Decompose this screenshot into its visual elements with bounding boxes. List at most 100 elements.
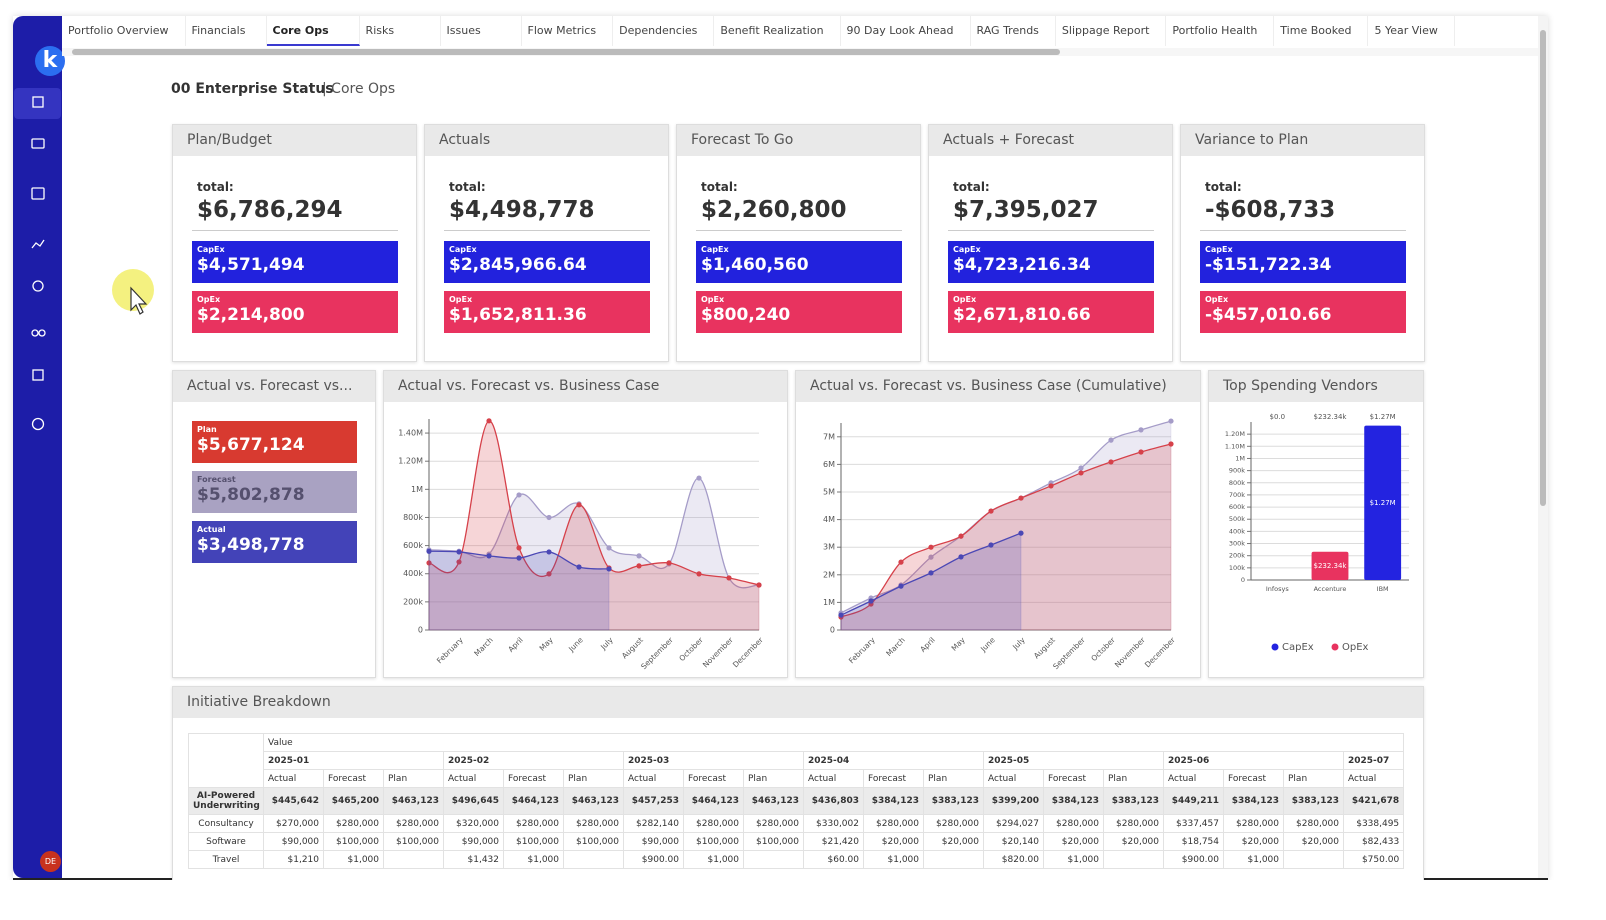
cell: $280,000 xyxy=(1044,815,1104,833)
cell: $383,123 xyxy=(1284,788,1344,815)
y-tick-label: 700k xyxy=(1229,491,1245,499)
summary-box: Plan$5,677,124 xyxy=(192,421,357,463)
measure-header: Forecast xyxy=(1044,770,1104,788)
cell xyxy=(564,851,624,869)
cell: $436,803 xyxy=(804,788,864,815)
cell: $1,000 xyxy=(864,851,924,869)
measure-header: Actual xyxy=(264,770,324,788)
tab[interactable]: Risks xyxy=(360,16,441,46)
point xyxy=(1078,465,1083,470)
summary-value: $3,498,778 xyxy=(197,535,357,555)
measure-header: Forecast xyxy=(324,770,384,788)
tab[interactable]: Flow Metrics xyxy=(522,16,614,46)
tab[interactable]: Core Ops xyxy=(267,16,360,46)
nav-icon[interactable] xyxy=(33,370,43,380)
point xyxy=(576,502,581,507)
x-tick-label: March xyxy=(884,635,907,658)
capex-box: CapEx$1,460,560 xyxy=(696,241,902,283)
cell: $1,000 xyxy=(1044,851,1104,869)
scroll-thumb[interactable] xyxy=(72,49,1060,55)
tab[interactable]: Financials xyxy=(186,16,267,46)
cell: $464,123 xyxy=(504,788,564,815)
cell: $338,495 xyxy=(1344,815,1404,833)
cell: $820.00 xyxy=(984,851,1044,869)
x-tick-label: September xyxy=(1051,635,1087,671)
tab[interactable]: Issues xyxy=(441,16,522,46)
opex-label: OpEx xyxy=(701,295,902,304)
x-tick-label: December xyxy=(731,635,766,670)
x-tick-label: Accenture xyxy=(1314,585,1347,593)
y-tick-label: 800k xyxy=(403,513,423,522)
cell: $280,000 xyxy=(504,815,564,833)
nav-icon[interactable] xyxy=(33,281,43,291)
legend-label[interactable]: OpEx xyxy=(1342,642,1369,653)
y-tick-label: 5M xyxy=(823,488,835,497)
point xyxy=(546,549,551,554)
y-tick-label: 3M xyxy=(823,543,835,552)
capex-box: CapEx$2,845,966.64 xyxy=(444,241,650,283)
cell: $463,123 xyxy=(384,788,444,815)
point xyxy=(988,508,993,513)
logo[interactable]: k xyxy=(35,46,65,76)
cell: $463,123 xyxy=(744,788,804,815)
tab[interactable]: 90 Day Look Ahead xyxy=(841,16,971,46)
x-tick-label: June xyxy=(566,635,585,654)
x-tick-label: IBM xyxy=(1377,585,1389,593)
legend-label[interactable]: CapEx xyxy=(1282,642,1314,653)
table-row: Consultancy$270,000$280,000$280,000$320,… xyxy=(189,815,1404,833)
measure-header: Forecast xyxy=(864,770,924,788)
cell: $320,000 xyxy=(444,815,504,833)
scroll-thumb[interactable] xyxy=(1540,30,1546,506)
tab[interactable]: RAG Trends xyxy=(971,16,1056,46)
page-title: 00 Enterprise Status xyxy=(171,81,334,97)
y-tick-label: 1.20M xyxy=(398,457,423,466)
x-tick-label: Infosys xyxy=(1266,585,1290,593)
point xyxy=(576,564,581,569)
cell: $330,002 xyxy=(804,815,864,833)
cell: $900.00 xyxy=(624,851,684,869)
nav-icon[interactable] xyxy=(39,330,45,336)
tab[interactable]: Dependencies xyxy=(613,16,714,46)
avatar[interactable]: DE xyxy=(40,851,61,872)
cell: $280,000 xyxy=(1104,815,1164,833)
measure-header: Plan xyxy=(564,770,624,788)
card-header: Actual vs. Forecast vs... xyxy=(173,371,375,402)
nav-icon[interactable] xyxy=(33,419,44,430)
divider xyxy=(444,230,650,231)
capex-box: CapEx$4,723,216.34 xyxy=(948,241,1154,283)
x-tick-label: November xyxy=(1113,635,1148,670)
point xyxy=(988,542,993,547)
tab[interactable]: 5 Year View xyxy=(1368,16,1454,46)
measure-header: Plan xyxy=(384,770,444,788)
point xyxy=(1138,427,1143,432)
cell: $100,000 xyxy=(684,833,744,851)
measure-header: Actual xyxy=(444,770,504,788)
cell: $82,433 xyxy=(1344,833,1404,851)
tab[interactable]: Portfolio Overview xyxy=(62,16,186,46)
month-header: 2025-05 xyxy=(984,752,1164,770)
x-tick-label: July xyxy=(598,635,615,652)
card-header: Actuals xyxy=(425,125,668,156)
tab[interactable]: Slippage Report xyxy=(1056,16,1167,46)
tab[interactable]: Time Booked xyxy=(1274,16,1368,46)
cell: $100,000 xyxy=(384,833,444,851)
corner-cell xyxy=(189,734,264,788)
nav-icon[interactable] xyxy=(32,188,44,199)
h-scrollbar[interactable] xyxy=(62,48,1538,56)
nav-icon[interactable] xyxy=(32,330,38,336)
nav-icon[interactable] xyxy=(32,139,44,148)
tab[interactable]: Portfolio Health xyxy=(1166,16,1274,46)
cell: $270,000 xyxy=(264,815,324,833)
capex-value: -$151,722.34 xyxy=(1205,255,1406,275)
x-tick-label: February xyxy=(435,635,465,665)
nav-icon[interactable] xyxy=(32,240,44,248)
point xyxy=(726,575,731,580)
v-scrollbar[interactable] xyxy=(1538,16,1548,878)
cell: $383,123 xyxy=(1104,788,1164,815)
tab[interactable]: Benefit Realization xyxy=(714,16,840,46)
point xyxy=(1018,495,1023,500)
month-header: 2025-04 xyxy=(804,752,984,770)
cell: $384,123 xyxy=(1224,788,1284,815)
cell: $280,000 xyxy=(1224,815,1284,833)
y-tick-label: 1.20M xyxy=(1225,430,1245,438)
